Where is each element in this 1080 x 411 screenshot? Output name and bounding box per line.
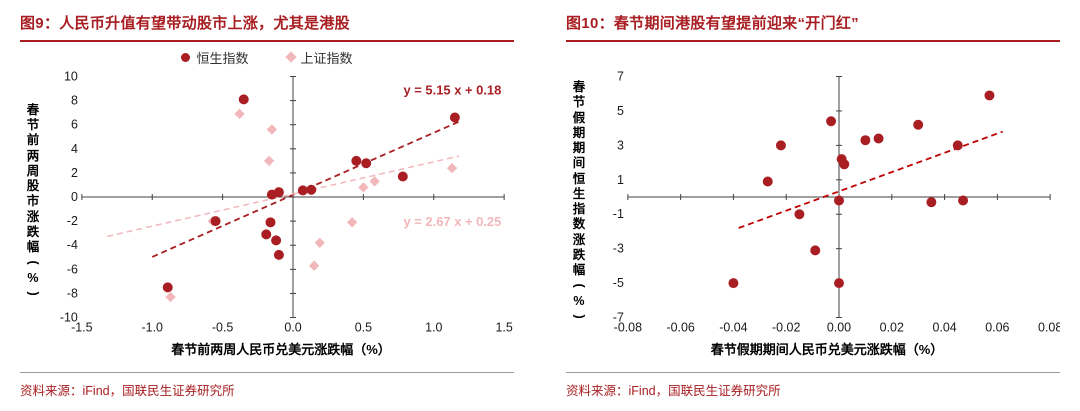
- chart-legend: [566, 42, 1060, 68]
- svg-text:6: 6: [71, 118, 78, 132]
- x-axis-title: 春节假期期间人民币兑美元涨跌幅（%）: [710, 342, 944, 357]
- figure-panel-10: 图10：春节期间港股有望提前迎来“开门红” 春节假期期间恒生指数涨跌幅(%) -…: [566, 10, 1060, 399]
- svg-text:-6: -6: [67, 262, 78, 276]
- y-axis-title: 春节前两周股市涨跌幅(%): [26, 102, 41, 296]
- chart-legend: 恒生指数 上证指数: [20, 42, 514, 68]
- svg-text:0.5: 0.5: [355, 320, 372, 334]
- svg-text:0.02: 0.02: [880, 320, 904, 334]
- svg-text:-3: -3: [613, 242, 624, 256]
- source-note: 资料来源：iFind，国联民生证券研究所: [20, 372, 514, 399]
- svg-text:-0.02: -0.02: [772, 320, 800, 334]
- svg-text:4: 4: [71, 142, 78, 156]
- svg-text:0.0: 0.0: [284, 320, 301, 334]
- source-note: 资料来源：iFind，国联民生证券研究所: [566, 372, 1060, 399]
- svg-text:-1.0: -1.0: [141, 320, 163, 334]
- legend-label: 恒生指数: [196, 50, 249, 66]
- svg-text:y = 5.15 x + 0.18: y = 5.15 x + 0.18: [403, 83, 501, 98]
- svg-text:-8: -8: [67, 286, 78, 300]
- figure-panel-9: 图9：人民币升值有望带动股市上涨，尤其是港股 恒生指数 上证指数 春节前两周股市涨…: [20, 10, 514, 399]
- svg-text:-0.04: -0.04: [719, 320, 747, 334]
- circle-marker-icon: [181, 52, 191, 62]
- svg-text:0: 0: [71, 190, 78, 204]
- diamond-marker-icon: [284, 51, 297, 63]
- svg-text:5: 5: [617, 104, 624, 118]
- svg-text:0.00: 0.00: [827, 320, 851, 334]
- scatter-chart: -1.5 -1.0 -0.5 0.0 0.5 1.0 1.5 10 8 6 4 2 0 -2 -4 -6 -8 -…: [60, 69, 513, 334]
- svg-text:0.06: 0.06: [985, 320, 1009, 334]
- svg-text:-0.06: -0.06: [666, 320, 694, 334]
- legend-label: 上证指数: [300, 50, 353, 66]
- svg-text:0.08: 0.08: [1038, 320, 1060, 334]
- svg-text:-4: -4: [67, 238, 78, 252]
- legend-item: 上证指数: [284, 48, 353, 67]
- svg-text:0.04: 0.04: [932, 320, 956, 334]
- svg-text:2: 2: [71, 166, 78, 180]
- svg-text:10: 10: [64, 69, 78, 83]
- figure-title: 图9：人民币升值有望带动股市上涨，尤其是港股: [20, 10, 514, 42]
- svg-text:y = 2.67 x + 0.25: y = 2.67 x + 0.25: [403, 214, 501, 229]
- chart-area: 春节假期期间恒生指数涨跌幅(%) -0.08 -0.06 -0.04 -0.02 0.0…: [566, 68, 1060, 336]
- scatter-chart: -0.08 -0.06 -0.04 -0.02 0.00 0.02 0.04 0.06 0.08…: [613, 69, 1060, 334]
- svg-text:3: 3: [617, 138, 624, 152]
- x-axis-title: 春节前两周人民币兑美元涨跌幅（%）: [171, 342, 391, 357]
- svg-text:-10: -10: [60, 311, 78, 325]
- svg-text:1.0: 1.0: [425, 320, 442, 334]
- svg-text:-7: -7: [613, 311, 624, 325]
- svg-text:-5: -5: [613, 276, 624, 290]
- svg-text:8: 8: [71, 94, 78, 108]
- svg-text:-2: -2: [67, 214, 78, 228]
- svg-text:7: 7: [617, 69, 624, 83]
- chart-area: 春节前两周股市涨跌幅(%) -1.5 -1.0 -0.5 0.0 0.5 1.0 1.5 10…: [20, 68, 514, 336]
- svg-text:-0.5: -0.5: [212, 320, 234, 334]
- svg-text:-1: -1: [613, 207, 624, 221]
- svg-text:-1.5: -1.5: [71, 320, 93, 334]
- svg-text:1: 1: [617, 173, 624, 187]
- y-axis-title: 春节假期期间恒生指数涨跌幅(%): [572, 80, 587, 319]
- svg-text:1.5: 1.5: [495, 320, 512, 334]
- figure-title: 图10：春节期间港股有望提前迎来“开门红”: [566, 10, 1060, 42]
- legend-item: 恒生指数: [181, 48, 249, 67]
- svg-text:-0.08: -0.08: [614, 320, 642, 334]
